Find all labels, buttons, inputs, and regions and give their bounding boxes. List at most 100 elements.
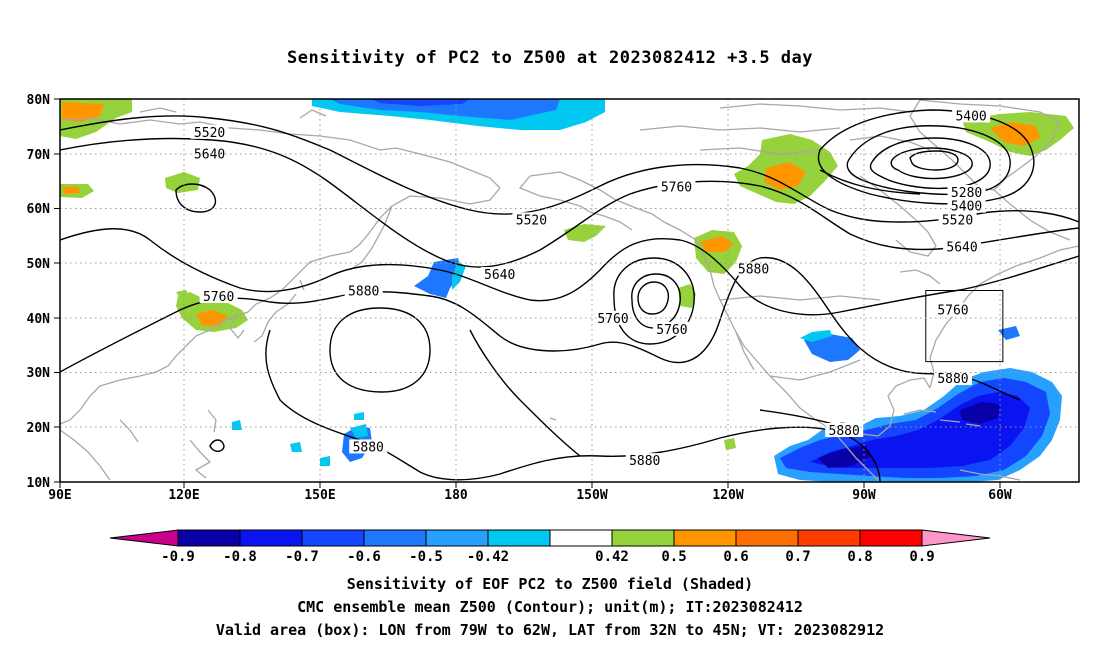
- contour-label-bg: [480, 267, 519, 282]
- shade-positive: [176, 290, 190, 298]
- colorbar-tick-label: 0.7: [785, 549, 810, 565]
- map-title: Sensitivity of PC2 to Z500 at 2023082412…: [286, 48, 813, 68]
- colorbar: -0.9 -0.8 -0.7 -0.6 -0.5 -0.42 0.42 0.5 0.6 0.7 0.…: [109, 529, 991, 565]
- shade-positive-strong: [196, 310, 228, 326]
- colorbar-box: [177, 529, 241, 547]
- contour-label-bg: [199, 288, 238, 303]
- lat-label: 40N: [27, 312, 51, 327]
- contour-label-bg: [349, 439, 388, 454]
- contour-label-bg: [947, 198, 986, 213]
- colorbar-tick-label: -0.8: [223, 549, 257, 565]
- colorbar-box: [301, 529, 365, 547]
- contour-label: 5760: [203, 290, 234, 305]
- contour-label-bg: [652, 321, 691, 336]
- lon-label: 90W: [852, 488, 876, 503]
- contour-label-bg: [734, 261, 773, 276]
- lat-label: 70N: [27, 148, 51, 163]
- lon-label: 120W: [712, 488, 743, 503]
- z500-contours: [60, 109, 1079, 482]
- lon-label: 60W: [988, 488, 1012, 503]
- colorbar-box: [859, 529, 923, 547]
- colorbar-box: [797, 529, 861, 547]
- contour-label: 5280: [951, 186, 982, 201]
- shade-positive-strong: [700, 236, 734, 252]
- contour-label-bg: [933, 302, 972, 317]
- caption-contour: CMC ensemble mean Z500 (Contour); unit(m…: [297, 598, 803, 616]
- colorbar-extend-low: [109, 529, 179, 547]
- caption-valid-area: Valid area (box): LON from 79W to 62W, L…: [215, 621, 885, 639]
- colorbar-extend-high: [921, 529, 991, 547]
- colorbar-tick-label: -0.5: [409, 549, 443, 565]
- contour-label-bg: [947, 185, 986, 200]
- shade-positive-strong: [990, 122, 1040, 146]
- contour-label: 5640: [946, 241, 977, 256]
- caption-shading: Sensitivity of EOF PC2 to Z500 field (Sh…: [346, 575, 754, 593]
- lon-label: 180: [444, 488, 468, 503]
- shade-positive-strong: [62, 187, 80, 194]
- shade-positive: [564, 224, 606, 242]
- contour-label: 5520: [516, 213, 547, 228]
- contour-label: 5880: [348, 285, 379, 300]
- lat-label: 30N: [27, 366, 51, 381]
- shade-positive: [724, 438, 736, 450]
- shade-positive: [165, 172, 200, 193]
- plot-frame: [59, 98, 1080, 483]
- colorbar-box: [673, 529, 737, 547]
- contour-label-bg: [344, 283, 383, 298]
- contour-label-bg: [657, 179, 696, 194]
- lon-label: 120E: [168, 488, 199, 503]
- contour-label: 5520: [194, 126, 225, 141]
- colorbar-box: [549, 529, 613, 547]
- shade-negative-light: [800, 330, 832, 342]
- contour-label: 5760: [656, 323, 687, 338]
- lat-label: 80N: [27, 93, 51, 108]
- lat-label: 10N: [27, 476, 51, 491]
- shade-negative-strongest: [818, 446, 872, 468]
- contour-label-bg: [190, 146, 229, 161]
- lat-label: 60N: [27, 202, 51, 217]
- contour-label: 5760: [597, 312, 628, 327]
- lat-label: 20N: [27, 421, 51, 436]
- shade-negative-light: [350, 424, 368, 438]
- shade-positive-strong: [764, 162, 806, 190]
- shade-negative-light: [354, 412, 364, 420]
- shade-negative-strongest: [370, 99, 470, 106]
- contour-label-bg: [512, 212, 551, 227]
- contour-label: 5640: [484, 268, 515, 283]
- contour-label: 5880: [353, 440, 384, 455]
- colorbar-tick-label: 0.42: [595, 549, 629, 565]
- lat-lon-grid: [60, 99, 1079, 482]
- shade-negative-strong: [330, 99, 560, 120]
- shade-positive-strong: [62, 102, 104, 122]
- lat-label: 50N: [27, 257, 51, 272]
- contour-label-bg: [943, 239, 982, 254]
- shade-negative: [804, 334, 860, 362]
- shade-negative: [414, 258, 462, 298]
- valid-area-box: [925, 290, 1004, 363]
- contour-label-bg: [594, 310, 633, 325]
- shade-negative-light: [320, 456, 330, 466]
- contour-label: 5400: [951, 200, 982, 215]
- lon-label: 150E: [304, 488, 335, 503]
- shade-negative-strongest: [960, 402, 1000, 424]
- shade-positive: [678, 284, 696, 308]
- colorbar-box: [487, 529, 551, 547]
- contour-label-bg: [938, 212, 977, 227]
- contour-label: 5760: [937, 304, 968, 319]
- contour-label: 5400: [955, 109, 986, 124]
- colorbar-box: [735, 529, 799, 547]
- contour-label: 5880: [829, 424, 860, 439]
- colorbar-tick-label: 0.5: [661, 549, 686, 565]
- contour-label-bg: [952, 108, 991, 123]
- colorbar-tick-label: -0.9: [161, 549, 195, 565]
- colorbar-tick-label: -0.6: [347, 549, 381, 565]
- colorbar-tick-label: 0.8: [847, 549, 872, 565]
- contour-label-bg: [625, 453, 664, 468]
- colorbar-tick-label: 0.9: [909, 549, 934, 565]
- colorbar-tick-label: 0.6: [723, 549, 748, 565]
- contour-label: 5880: [937, 372, 968, 387]
- coastlines: [60, 99, 1079, 482]
- lon-label: 90E: [48, 488, 71, 503]
